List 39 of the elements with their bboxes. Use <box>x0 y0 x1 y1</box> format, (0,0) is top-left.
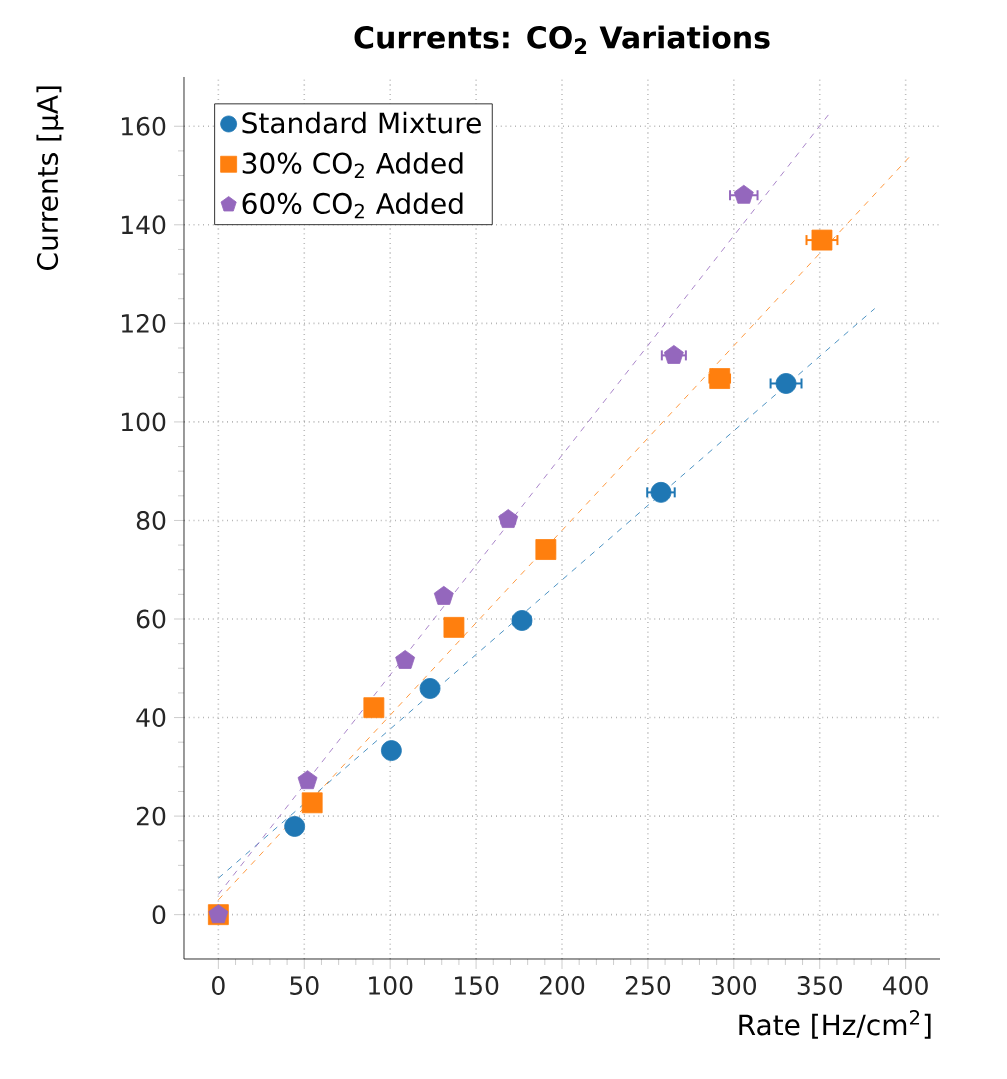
x-axis-title: Rate [Hz/cm$^{2}$] <box>739 1010 931 1039</box>
point <box>395 650 416 669</box>
point <box>380 740 402 761</box>
y-tick-label: 20 <box>136 806 166 826</box>
y-tick-label: 160 <box>121 116 166 136</box>
point <box>284 816 306 837</box>
point <box>363 697 385 719</box>
y-tick-label: 0 <box>152 905 166 925</box>
x-tick-label: 400 <box>883 976 928 995</box>
point <box>650 481 672 503</box>
x-tick-label: 0 <box>212 976 225 995</box>
y-axis-title: Currents [µA] <box>36 86 64 270</box>
point <box>443 616 465 638</box>
x-tick-label: 300 <box>711 976 756 995</box>
point <box>663 344 684 364</box>
y-tick-label: 60 <box>136 609 166 629</box>
point <box>433 585 454 605</box>
point <box>297 770 318 790</box>
x-tick-label: 350 <box>797 976 842 995</box>
point <box>811 229 833 251</box>
point <box>775 373 797 394</box>
y-tick-label: 100 <box>121 412 166 432</box>
x-tick-label: 50 <box>290 976 319 995</box>
y-tick-label: 120 <box>121 313 166 333</box>
legend-label: 30% CO$_{2}$ Added <box>242 152 463 179</box>
x-tick-label: 200 <box>539 976 585 995</box>
point <box>535 539 557 560</box>
y-tick-label: 40 <box>136 708 166 727</box>
x-tick-label: 250 <box>625 976 671 995</box>
point <box>419 678 441 699</box>
y-tick-label: 80 <box>136 510 166 530</box>
x-tick-label: 150 <box>454 976 499 995</box>
legend-label: 60% CO$_{2}$ Added <box>242 192 463 219</box>
point <box>733 184 754 204</box>
y-tick-label: 140 <box>121 215 166 235</box>
point <box>301 792 323 814</box>
x-tick-label: 100 <box>369 976 413 995</box>
legend-label: Standard Mixture <box>242 111 481 134</box>
chart-title: Currents: CO$_{2}$ Variations <box>354 25 770 54</box>
